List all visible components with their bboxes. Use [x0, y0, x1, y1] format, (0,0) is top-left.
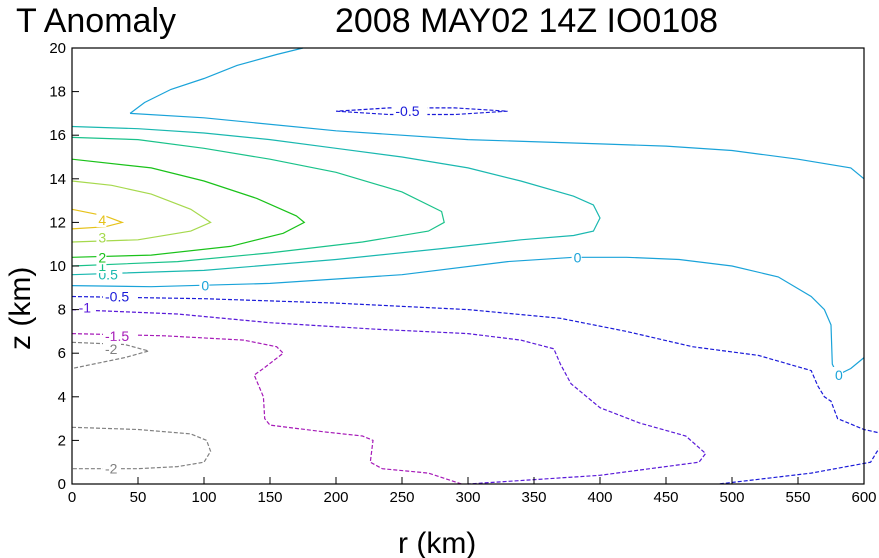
- y-tick-label: 20: [49, 40, 66, 57]
- chart-subtitle: 2008 MAY02 14Z IO0108: [335, 2, 718, 40]
- contour-label-bg: [571, 249, 582, 265]
- y-tick-label: 2: [58, 432, 66, 449]
- y-tick-label: 18: [49, 84, 66, 101]
- contour-label-bg: [103, 460, 121, 476]
- x-tick-label: 500: [719, 489, 744, 506]
- contour-label-bg: [76, 299, 95, 315]
- contour-line-0.5: [71, 125, 601, 276]
- contour-label-bg: [103, 340, 121, 356]
- contour-line--2: [71, 426, 212, 470]
- x-tick-label: 300: [455, 489, 480, 506]
- contour-label-bg: [96, 258, 107, 273]
- y-tick-label: 4: [58, 389, 66, 406]
- x-tick-label: 50: [130, 489, 147, 506]
- x-axis-label: r (km): [398, 527, 476, 558]
- contour-line-0: [71, 256, 865, 376]
- contour-line--2: [71, 341, 151, 370]
- contour-label: -2: [105, 461, 118, 477]
- x-axis: 0 50 100 150 200 250 300 350 400 450 500 550 600: [68, 477, 877, 506]
- contour-label-bg: [96, 212, 107, 228]
- y-tick-label: 6: [58, 345, 66, 362]
- y-tick-label: 8: [58, 302, 66, 319]
- contour-label-bg: [96, 249, 107, 265]
- y-axis-label: z (km): [4, 267, 37, 350]
- contour-label-bg: [393, 103, 428, 119]
- contour-line--0.5: [71, 295, 879, 485]
- x-tick-label: 100: [191, 489, 216, 506]
- contour-label: -0.5: [105, 289, 129, 305]
- contour-label: 3: [98, 230, 106, 246]
- x-tick-label: 400: [587, 489, 612, 506]
- contour-line--1: [71, 309, 707, 485]
- contour-line-3: [71, 180, 212, 243]
- x-tick-label: 250: [389, 489, 414, 506]
- contour-line--1.5: [71, 333, 462, 485]
- y-tick-label: 10: [49, 258, 66, 275]
- x-tick-label: 0: [68, 489, 76, 506]
- x-tick-label: 450: [653, 489, 678, 506]
- y-tick-label: 12: [49, 214, 66, 231]
- contour-line--0.5: [335, 107, 508, 116]
- contour-line-1: [71, 136, 445, 267]
- contour-line-0: [130, 112, 865, 180]
- y-tick-label: 14: [49, 171, 66, 188]
- contour-line-0: [129, 47, 304, 114]
- chart-title: T Anomaly: [16, 2, 176, 40]
- contour-label: -1.5: [105, 328, 129, 344]
- contour-label-bg: [103, 327, 137, 343]
- contour-label-bg: [832, 367, 843, 382]
- contour-label: 1: [98, 258, 106, 274]
- contour-label-bg: [103, 288, 137, 304]
- x-tick-label: 200: [323, 489, 348, 506]
- x-tick-label: 600: [851, 489, 876, 506]
- contour-label-bg: [96, 229, 107, 245]
- contour-label: -0.5: [395, 103, 419, 119]
- y-axis: 0 2 4 6 8 10 12 14 16 18 20: [49, 40, 79, 493]
- contour-label: -2: [105, 341, 118, 357]
- contour-label: -1: [79, 299, 92, 315]
- contour-line-4: [71, 208, 125, 230]
- x-tick-label: 350: [521, 489, 546, 506]
- x-tick-label: 150: [257, 489, 282, 506]
- contour-label: 0: [574, 249, 582, 265]
- contour-label: 2: [98, 249, 106, 265]
- contour-label: 0: [201, 278, 209, 294]
- x-tick-label: 550: [785, 489, 810, 506]
- contour-label-bg: [199, 277, 210, 293]
- contour-label: 0: [835, 367, 843, 383]
- contour-line-2: [71, 158, 306, 258]
- y-tick-label: 16: [49, 127, 66, 144]
- y-tick-label: 0: [58, 476, 66, 493]
- contour-label: 4: [98, 212, 106, 228]
